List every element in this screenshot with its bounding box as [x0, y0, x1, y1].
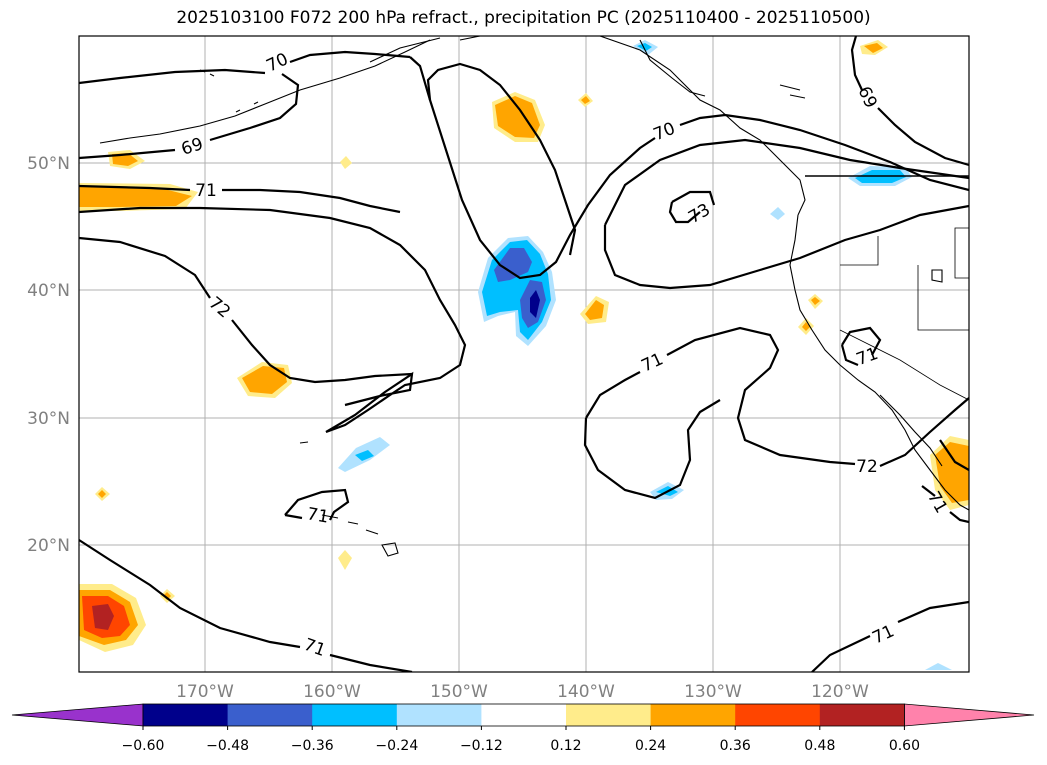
- refractivity-contours: [79, 36, 969, 672]
- colorbar-extend-max: [904, 703, 1035, 727]
- colorbar: −0.60 −0.48 −0.36 −0.24 −0.12 0.12 0.24 0.36 0.4…: [11, 703, 1035, 754]
- lon-label: 160°W: [303, 682, 361, 702]
- lon-label: 140°W: [557, 682, 615, 702]
- lat-label: 20°N: [27, 536, 70, 556]
- colorbar-segment: [735, 704, 821, 726]
- colorbar-extend-min: [11, 703, 144, 727]
- colorbar-tick-label: 0.48: [804, 738, 835, 754]
- contour-label: 71: [195, 181, 217, 201]
- lat-label: 40°N: [27, 281, 70, 301]
- colorbar-segment: [396, 704, 482, 726]
- lon-label: 120°W: [811, 682, 869, 702]
- colorbar-tick-label: 0.24: [635, 738, 666, 754]
- colorbar-outline: [142, 703, 905, 727]
- lon-label: 130°W: [684, 682, 742, 702]
- colorbar-tick-label: −0.12: [460, 738, 503, 754]
- contour-label: 71: [305, 504, 330, 527]
- colorbar-segment: [227, 704, 313, 726]
- lon-label: 150°W: [430, 682, 488, 702]
- colorbar-segment: [650, 704, 736, 726]
- colorbar-segment: [566, 704, 652, 726]
- colorbar-segment: [143, 704, 229, 726]
- colorbar-tick-label: −0.36: [291, 738, 334, 754]
- contour-label: 72: [856, 457, 878, 477]
- colorbar-tick-label: 0.12: [550, 738, 581, 754]
- colorbar-segment: [819, 704, 905, 726]
- colorbar-tick-label: −0.48: [206, 738, 249, 754]
- lon-label: 170°W: [176, 682, 234, 702]
- colorbar-segment: [312, 704, 398, 726]
- lat-label: 30°N: [27, 409, 70, 429]
- colorbar-tick-label: 0.60: [889, 738, 920, 754]
- coastlines: [99, 36, 969, 557]
- map-title: 2025103100 F072 200 hPa refract., precip…: [176, 8, 871, 28]
- latitude-labels: 50°N 40°N 30°N 20°N: [27, 154, 70, 556]
- colorbar-segment: [481, 704, 567, 726]
- colorbar-tick-label: 0.36: [720, 738, 751, 754]
- gridlines: [79, 36, 969, 672]
- colorbar-tick-label: −0.24: [375, 738, 418, 754]
- colorbar-tick-label: −0.60: [122, 738, 165, 754]
- lat-label: 50°N: [27, 154, 70, 174]
- longitude-labels: 170°W 160°W 150°W 140°W 130°W 120°W: [176, 682, 869, 702]
- map-frame: [78, 35, 970, 673]
